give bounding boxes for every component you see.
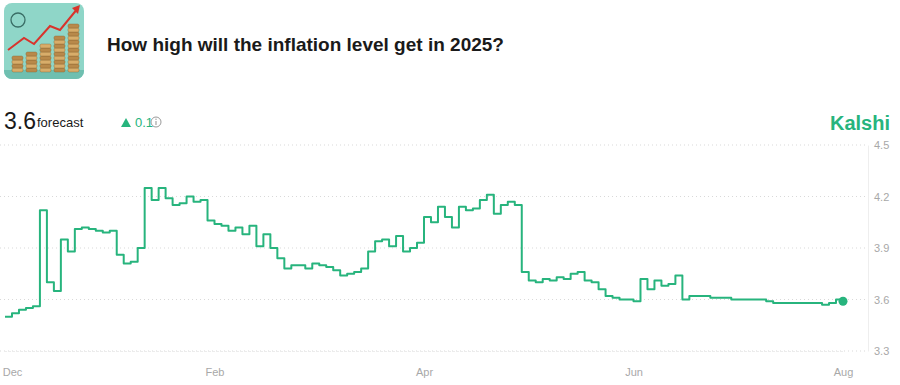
x-tick-label: Aug: [834, 366, 854, 378]
thumbnail-coin: [68, 44, 79, 48]
forecast-value: 3.6: [4, 108, 36, 134]
thumbnail-arrow: [8, 8, 78, 50]
x-tick: Aug: [834, 351, 854, 378]
thumbnail-coin: [40, 48, 51, 52]
thumbnail-coin: [26, 68, 37, 72]
x-tick: Apr: [416, 351, 433, 378]
thumbnail-coin: [40, 56, 51, 60]
y-tick-label: 3.6: [874, 294, 889, 306]
thumbnail-coin: [40, 68, 51, 72]
y-tick-label: 3.9: [874, 242, 889, 254]
thumbnail-coin: [68, 28, 79, 32]
x-tick-label: Dec: [3, 366, 23, 378]
y-tick-label: 4.5: [874, 139, 889, 151]
forecast-label: forecast: [37, 115, 84, 130]
x-tick-label: Jun: [625, 366, 643, 378]
forecast-change: 0.1: [135, 115, 153, 130]
y-tick: 3.3: [868, 345, 889, 357]
chart: How high will the inflation level get in…: [0, 0, 900, 385]
y-tick: 4.5: [868, 139, 889, 151]
thumbnail-bg: [4, 3, 84, 79]
series-line: [5, 188, 843, 317]
source: Kalshi: [830, 112, 890, 134]
thumbnail-coin: [54, 52, 65, 56]
thumbnail-coin: [26, 52, 37, 56]
thumbnail-arrowhead: [72, 5, 80, 14]
grid-line: [0, 145, 868, 146]
x-axis-line: [6, 351, 844, 352]
thumbnail-coin: [40, 52, 51, 56]
title: How high will the inflation level get in…: [107, 34, 504, 55]
thumbnail-coin: [40, 60, 51, 64]
thumbnail-coin: [68, 48, 79, 52]
thumbnail-hand: [11, 13, 25, 27]
thumbnail-coin: [68, 52, 79, 56]
change-arrow: [121, 118, 131, 127]
x-tick: Jun: [625, 351, 643, 378]
thumbnail-coin: [54, 60, 65, 64]
thumbnail-coin: [68, 24, 79, 28]
y-axis: 3.3 3.6 3.9 4.2 4.5: [868, 139, 889, 357]
thumbnail-coin: [54, 64, 65, 68]
thumbnail-coin: [68, 60, 79, 64]
thumbnail-coin: [12, 56, 23, 60]
thumbnail-coin: [68, 56, 79, 60]
grid-line: [0, 248, 868, 249]
info-dot: [155, 119, 156, 120]
thumbnail-coin: [68, 32, 79, 36]
thumbnail: [4, 3, 84, 79]
thumbnail-coin: [54, 68, 65, 72]
thumbnail-coin: [68, 36, 79, 40]
thumbnail-coin: [12, 68, 23, 72]
last-point: [839, 297, 848, 306]
info-circle: [151, 117, 161, 127]
thumbnail-coin: [68, 64, 79, 68]
grid: [0, 145, 868, 351]
x-axis: Dec Feb Apr Jun Aug: [3, 351, 854, 378]
y-tick: 4.2: [868, 191, 889, 203]
info-stem: [155, 121, 156, 125]
thumbnail-coin: [12, 60, 23, 64]
thumbnail-coin: [54, 44, 65, 48]
x-tick: Feb: [206, 351, 225, 378]
thumbnail-coin: [54, 48, 65, 52]
thumbnail-coin: [68, 68, 79, 72]
x-tick-label: Apr: [416, 366, 433, 378]
info-icon: [151, 117, 161, 127]
thumbnail-coin: [26, 56, 37, 60]
y-tick: 3.9: [868, 242, 889, 254]
x-tick: Dec: [3, 351, 23, 378]
y-tick-label: 4.2: [874, 191, 889, 203]
thumbnail-coin: [54, 36, 65, 40]
grid-line: [0, 351, 868, 352]
thumbnail-coin: [40, 64, 51, 68]
thumbnail-coin: [68, 40, 79, 44]
y-tick: 3.6: [868, 294, 889, 306]
thumbnail-coin: [12, 64, 23, 68]
thumbnail-coin: [54, 56, 65, 60]
thumbnail-coin: [26, 64, 37, 68]
thumbnail-coin: [40, 44, 51, 48]
x-tick-label: Feb: [206, 366, 225, 378]
plot-area: [5, 188, 848, 317]
thumbnail-coin: [26, 60, 37, 64]
y-tick-label: 3.3: [874, 345, 889, 357]
thumbnail-coin: [54, 40, 65, 44]
y-axis-line: [868, 146, 869, 352]
grid-line: [0, 196, 868, 197]
